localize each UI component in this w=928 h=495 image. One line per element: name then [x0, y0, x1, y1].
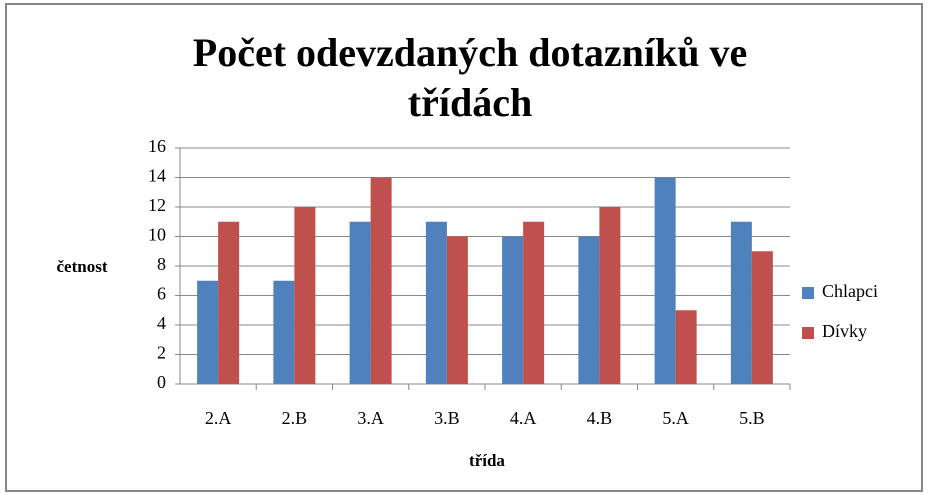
y-tick-label: 10: [148, 225, 166, 245]
bar: [446, 236, 468, 384]
bar: [675, 310, 697, 384]
bar: [654, 177, 676, 384]
bar: [751, 251, 773, 384]
bar: [370, 177, 392, 384]
y-tick-label: 4: [157, 313, 166, 333]
x-axis-label: třída: [469, 451, 505, 470]
x-tick-label: 5.B: [739, 408, 765, 428]
x-tick-label: 4.A: [510, 408, 537, 428]
x-tick-label: 3.B: [434, 408, 460, 428]
y-tick-label: 14: [148, 166, 166, 186]
bar: [523, 221, 545, 384]
bar: [218, 221, 240, 384]
x-tick-label: 3.A: [357, 408, 384, 428]
y-tick-label: 0: [157, 372, 166, 392]
legend-swatch: [802, 327, 814, 339]
bar: [294, 207, 316, 384]
y-axis-label: četnost: [57, 257, 108, 276]
bar: [599, 207, 621, 384]
x-tick-label: 2.B: [282, 408, 308, 428]
bar: [349, 221, 371, 384]
legend-label: Dívky: [822, 321, 867, 341]
bar: [197, 280, 219, 384]
x-tick-label: 2.A: [205, 408, 232, 428]
y-tick-label: 2: [157, 343, 166, 363]
y-tick-label: 16: [148, 136, 166, 156]
chart-title: Počet odevzdaných dotazníků ve třídách: [192, 30, 748, 125]
x-tick-label: 5.A: [662, 408, 689, 428]
x-tick-label: 4.B: [587, 408, 613, 428]
bar: [502, 236, 524, 384]
bar: [730, 221, 752, 384]
y-tick-label: 12: [148, 195, 166, 215]
y-tick-label: 6: [157, 284, 166, 304]
bar: [273, 280, 295, 384]
bar: [425, 221, 447, 384]
bar: [578, 236, 600, 384]
legend-swatch: [802, 287, 814, 299]
legend-label: Chlapci: [822, 281, 878, 301]
y-tick-label: 8: [157, 254, 166, 274]
chart-border: [5, 3, 923, 492]
